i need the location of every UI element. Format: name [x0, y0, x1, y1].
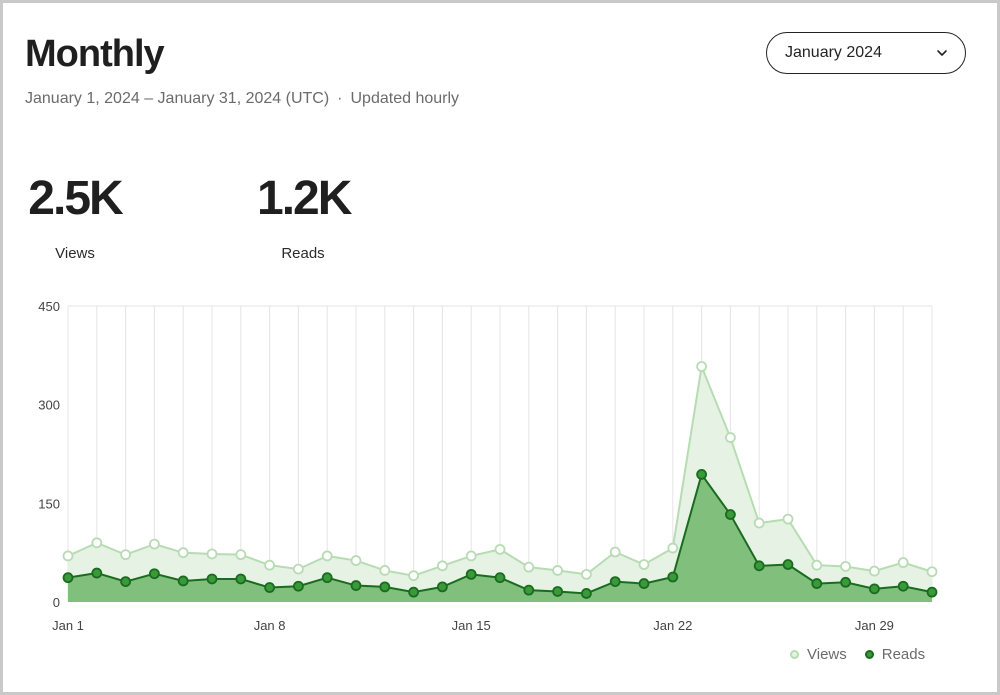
reads-point	[840, 576, 851, 588]
reads-point	[552, 586, 563, 597]
reads-point	[408, 586, 420, 598]
views-point	[494, 543, 506, 555]
reads-point	[177, 575, 189, 587]
views-point	[379, 565, 391, 576]
views-point	[91, 537, 103, 549]
views-point	[350, 555, 362, 566]
x-tick-label: Jan 1	[52, 618, 84, 633]
views-point	[235, 549, 247, 561]
reads-stat: 1.2K Reads	[257, 172, 352, 263]
views-point	[552, 565, 563, 576]
views-point	[177, 547, 189, 559]
views-point	[264, 559, 276, 571]
y-tick-label: 300	[38, 398, 60, 413]
reads-point	[897, 580, 909, 592]
date-range: January 1, 2024 – January 31, 2024 (UTC)	[25, 90, 330, 107]
reads-point	[753, 560, 765, 572]
reads-point	[869, 583, 880, 595]
reads-count: 1.2K	[257, 172, 352, 225]
views-stat: 2.5K Views	[25, 172, 125, 263]
views-point	[581, 568, 592, 580]
reads-point	[523, 584, 535, 596]
views-point	[148, 538, 160, 550]
reads-point	[609, 576, 621, 588]
update-note: Updated hourly	[350, 90, 460, 107]
reads-point	[91, 567, 103, 579]
views-point	[926, 566, 938, 578]
x-tick-label: Jan 29	[855, 618, 894, 633]
x-tick-label: Jan 15	[452, 618, 491, 633]
chevron-down-icon	[937, 50, 947, 56]
reads-label: Reads	[281, 245, 325, 262]
legend-reads[interactable]: Reads	[864, 646, 926, 663]
reads-point	[725, 509, 736, 520]
reads-point	[436, 581, 448, 593]
views-point	[696, 361, 707, 372]
views-point	[869, 565, 880, 577]
daily-views-reads-chart: 0 150 300 450 Jan 1 Jan 8 Jan 15 Jan 22 Jan 29	[38, 299, 938, 633]
views-point	[811, 559, 823, 571]
reads-point	[148, 568, 160, 580]
views-point	[523, 561, 535, 573]
views-point	[436, 560, 448, 572]
date-subtitle: January 1, 2024 – January 31, 2024 (UTC)…	[25, 90, 459, 108]
views-point	[120, 549, 131, 561]
reads-point	[696, 468, 707, 480]
x-tick-label: Jan 8	[254, 618, 286, 633]
views-point	[609, 546, 621, 558]
legend-views-swatch	[790, 650, 799, 659]
reads-point	[465, 568, 477, 580]
chart-legend: Views Reads	[790, 646, 925, 663]
y-tick-label: 0	[53, 595, 60, 610]
reads-point	[494, 572, 506, 584]
views-point	[753, 517, 765, 529]
y-tick-label: 150	[38, 496, 60, 511]
legend-views[interactable]: Views	[790, 646, 847, 663]
x-tick-label: Jan 22	[653, 618, 692, 633]
views-point	[206, 548, 218, 560]
reads-point	[292, 580, 304, 592]
y-tick-label: 450	[38, 299, 60, 314]
reads-point	[264, 582, 276, 593]
reads-point	[782, 559, 794, 570]
views-point	[62, 550, 74, 562]
views-point	[897, 557, 909, 568]
reads-point	[638, 578, 650, 589]
views-point	[292, 563, 304, 575]
views-point	[667, 542, 679, 554]
reads-point	[321, 572, 333, 584]
views-point	[638, 559, 650, 570]
views-count: 2.5K	[28, 172, 123, 225]
reads-area	[68, 474, 932, 602]
reads-point	[581, 588, 592, 599]
month-select-value: January 2024	[785, 44, 882, 61]
reads-point	[120, 576, 131, 588]
legend-reads-label: Reads	[881, 646, 926, 663]
month-select[interactable]: January 2024	[766, 32, 966, 74]
reads-point	[206, 573, 218, 585]
page-title: Monthly	[25, 33, 165, 75]
views-point	[408, 570, 420, 582]
views-label: Views	[55, 245, 95, 262]
views-point	[321, 550, 333, 562]
legend-views-label: Views	[807, 646, 847, 663]
separator-dot: ·	[337, 90, 343, 107]
views-point	[782, 513, 794, 525]
views-point	[465, 550, 477, 562]
reads-point	[811, 578, 823, 589]
reads-point	[667, 571, 679, 583]
legend-reads-swatch	[864, 650, 874, 659]
reads-point	[379, 581, 391, 593]
views-point	[840, 561, 851, 572]
reads-point	[235, 573, 247, 585]
reads-point	[62, 572, 74, 584]
reads-point	[926, 586, 938, 598]
views-point	[725, 432, 736, 443]
reads-point	[350, 580, 362, 591]
